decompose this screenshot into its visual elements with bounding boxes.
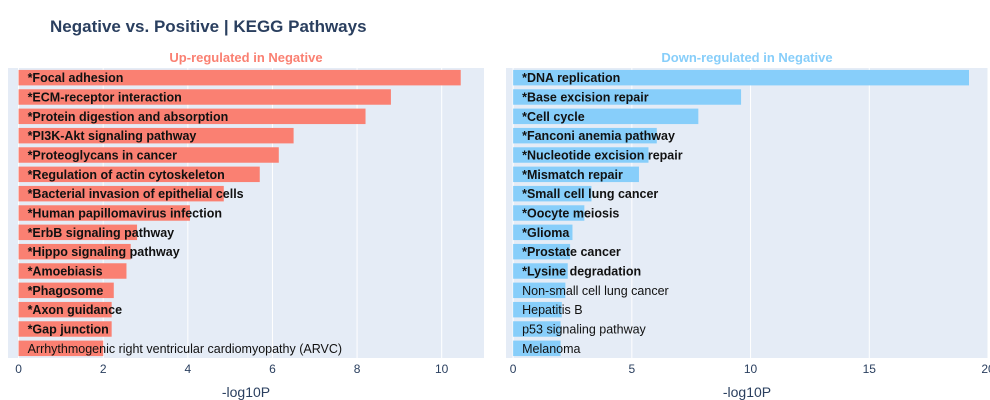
down-regulated-bar [513,127,657,144]
up-regulated-x-tick-label: 10 [435,362,449,376]
down-regulated-bar [513,340,561,357]
down-regulated-bar-label: *Lysine degradation [522,265,641,279]
down-regulated-bar-label: *Fanconi anemia pathway [522,129,675,143]
up-regulated-bar [18,127,294,144]
down-regulated-bar-label: *Oocyte meiosis [522,207,619,221]
down-regulated-bar-label: Non-small cell lung cancer [522,284,669,298]
down-regulated-bar-label: *Small cell lung cancer [522,187,658,201]
up-regulated-x-tick-label: 8 [354,362,361,376]
up-regulated-bar-label: *Bacterial invasion of epithelial cells [28,187,244,201]
down-regulated-bar [513,282,566,299]
down-regulated-bar [513,301,562,318]
down-regulated-bar [513,243,571,260]
down-regulated-bar-label: *Nucleotide excision repair [522,149,683,163]
down-regulated-bar-label: p53 signaling pathway [522,323,646,337]
up-regulated-bar-label: *Protein digestion and absorption [28,110,229,124]
down-regulated-panel: Down-regulated in Negative 0 5 10 15 20 -log10… [506,50,990,400]
up-regulated-bar [18,166,260,183]
down-regulated-bar [513,147,649,163]
up-regulated-x-axis-title: -log10P [222,384,270,400]
up-regulated-bar [18,69,461,86]
down-regulated-bar-label: *Cell cycle [522,110,585,124]
down-regulated-bar-label: *Mismatch repair [522,168,623,182]
down-regulated-bar-label: Melanoma [522,342,580,356]
up-regulated-bar [18,89,391,105]
down-regulated-x-axis-title: -log10P [723,384,771,400]
up-regulated-bar-label: Arrhythmogenic right ventricular cardiom… [28,342,342,356]
up-regulated-bar-label: *Focal adhesion [28,71,124,85]
down-regulated-x-tick-label: 10 [744,362,758,376]
down-regulated-x-tick-label: 20 [981,362,990,376]
down-regulated-bar-label: *Base excision repair [522,91,649,105]
up-regulated-bar [18,108,366,125]
down-regulated-x-tick-label: 15 [863,362,877,376]
up-regulated-bar-label: *Human papillomavirus infection [28,207,222,221]
up-regulated-bar-label: *PI3K-Akt signaling pathway [28,129,197,143]
chart-title: Negative vs. Positive | KEGG Pathways [50,17,367,36]
up-regulated-bar [18,224,138,241]
up-regulated-bar-label: *Axon guidance [28,303,123,317]
up-regulated-x-tick-label: 0 [15,362,22,376]
up-regulated-bar-label: *Proteoglycans in cancer [28,149,178,163]
up-regulated-x-tick-label: 6 [269,362,276,376]
up-regulated-x-tick-label: 4 [184,362,191,376]
up-regulated-x-tick-label: 2 [100,362,107,376]
down-regulated-bar [513,108,699,125]
down-regulated-bar [513,89,742,105]
up-regulated-bar-label: *Gap junction [28,323,109,337]
up-regulated-bar-label: *Phagosome [28,284,104,298]
up-regulated-bar-label: *Hippo signaling pathway [28,245,180,259]
down-regulated-bar [513,205,585,221]
up-regulated-bar [18,205,190,221]
down-regulated-bar [513,321,561,337]
down-regulated-x-tick-label: 5 [628,362,635,376]
down-regulated-bar [513,263,568,279]
up-regulated-bar [18,321,112,337]
up-regulated-bar [18,282,114,299]
down-regulated-x-tick-label: 0 [510,362,517,376]
down-regulated-bar-label: Hepatitis B [522,303,582,317]
down-regulated-subtitle: Down-regulated in Negative [661,50,832,65]
up-regulated-bar [18,301,112,318]
up-regulated-bar [18,243,131,260]
down-regulated-bar [513,166,639,183]
up-regulated-bar-label: *ErbB signaling pathway [28,226,175,240]
down-regulated-bar-label: *Prostate cancer [522,245,621,259]
up-regulated-subtitle: Up-regulated in Negative [169,50,322,65]
up-regulated-bar-label: *ECM-receptor interaction [28,91,182,105]
up-regulated-bar [18,340,104,357]
down-regulated-bar-label: *Glioma [522,226,570,240]
down-regulated-bar [513,185,592,202]
down-regulated-bar [513,69,970,86]
up-regulated-bar [18,185,224,202]
up-regulated-bar [18,263,127,279]
down-regulated-bar [513,224,573,241]
up-regulated-bar [18,147,279,163]
down-regulated-bar-label: *DNA replication [522,71,620,85]
up-regulated-bar-label: *Amoebiasis [28,265,103,279]
up-regulated-panel: Up-regulated in Negative 0 2 4 6 8 10 -log10P *F… [8,50,484,400]
up-regulated-bar-label: *Regulation of actin cytoskeleton [28,168,225,182]
